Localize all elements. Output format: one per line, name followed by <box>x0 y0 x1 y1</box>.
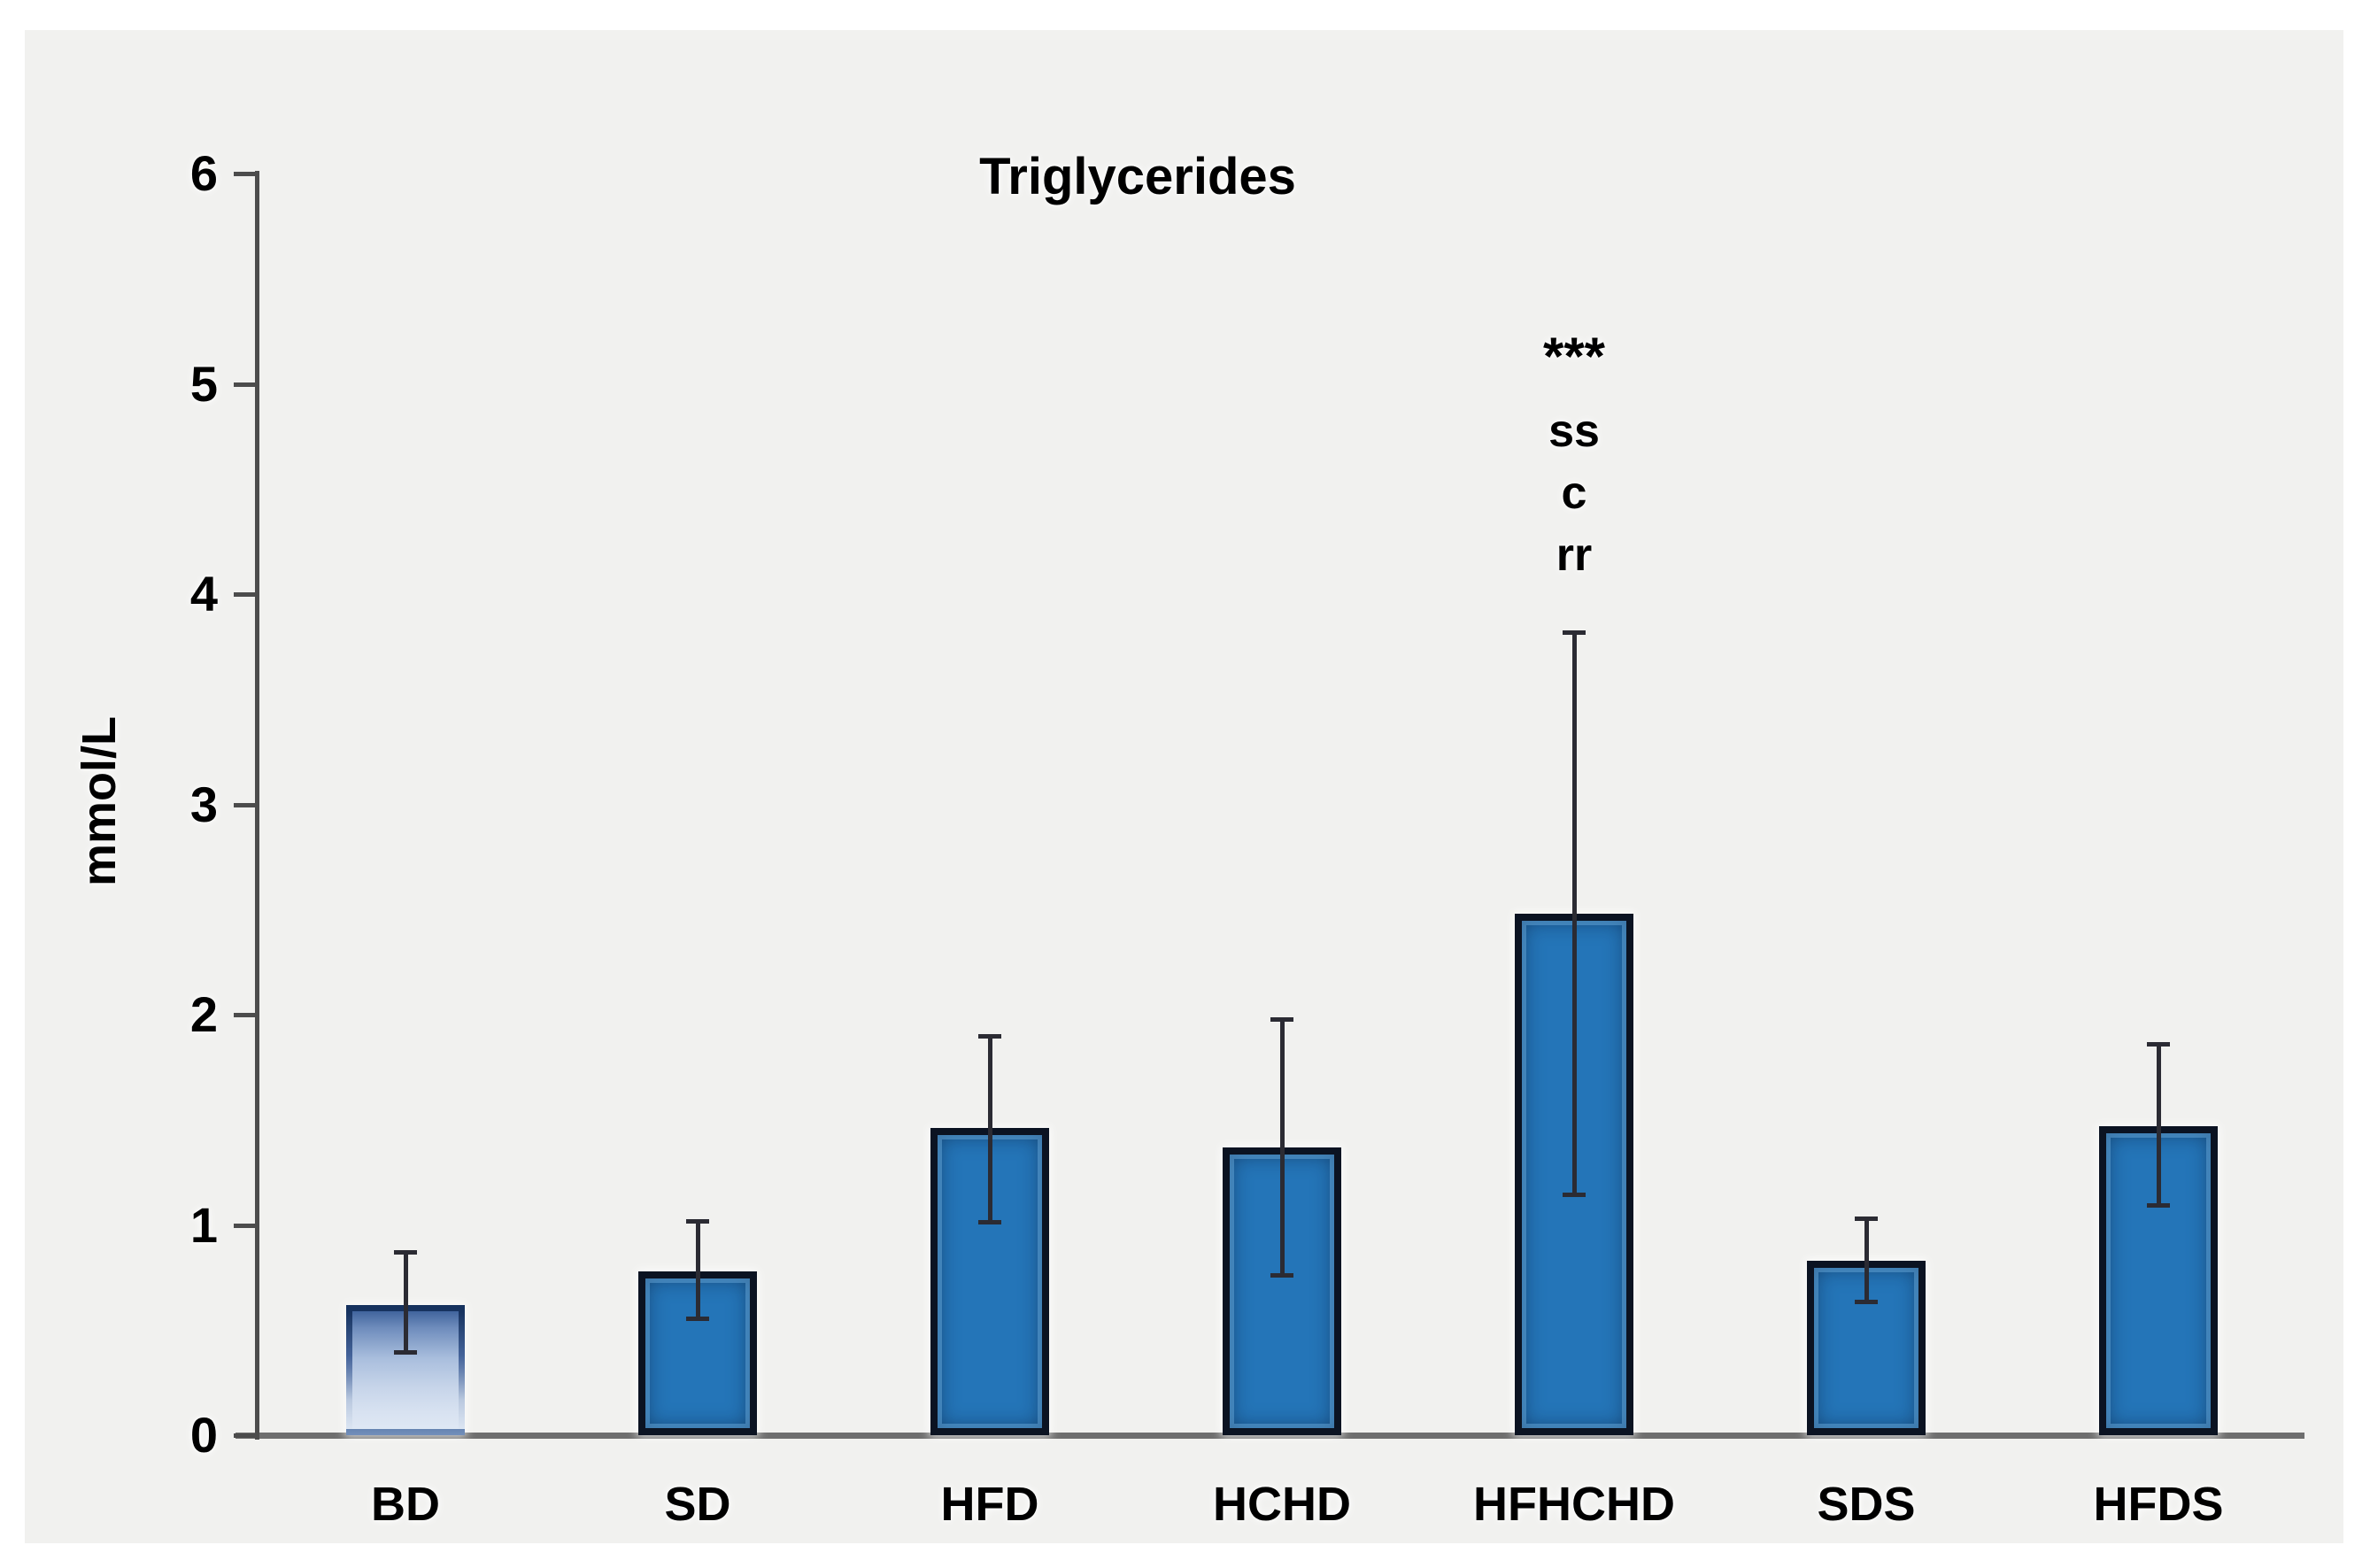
significance-stars-annotation: *** <box>1542 327 1606 386</box>
error-bar-cap-bottom-HFHCHD <box>1563 1193 1586 1198</box>
x-axis-category-label-HFDS: HFDS <box>2093 1478 2224 1531</box>
y-tick-mark <box>234 802 257 807</box>
error-bar-line-BD <box>403 1252 408 1354</box>
y-tick-mark <box>234 1433 257 1438</box>
error-bar-line-SDS <box>1864 1218 1869 1303</box>
significance-letters-annotation: ss c rr <box>1548 406 1600 581</box>
chart-title: Triglycerides <box>979 148 1296 205</box>
y-tick-label: 0 <box>189 1407 218 1463</box>
error-bar-cap-top-BD <box>394 1250 417 1255</box>
error-bar-line-HFD <box>987 1035 992 1224</box>
error-bar-line-HFHCHD <box>1571 631 1577 1196</box>
x-axis-category-label-BD: BD <box>371 1478 440 1531</box>
error-bar-cap-top-HFD <box>978 1033 1001 1039</box>
y-tick-label: 3 <box>189 776 218 832</box>
error-bar-cap-bottom-HFDS <box>2147 1203 2170 1209</box>
error-bar-cap-bottom-SDS <box>1855 1300 1878 1305</box>
bar-BD <box>346 1304 465 1435</box>
x-axis-category-label-SDS: SDS <box>1817 1478 1916 1531</box>
y-axis-line <box>255 171 259 1440</box>
error-bar-line-HFDS <box>2156 1044 2161 1207</box>
y-tick-label: 2 <box>189 986 218 1042</box>
error-bar-line-HCHD <box>1279 1018 1285 1276</box>
chart-panel-background <box>25 30 2343 1543</box>
error-bar-cap-bottom-HCHD <box>1270 1272 1293 1278</box>
y-tick-mark <box>234 592 257 597</box>
y-tick-label: 1 <box>189 1196 218 1253</box>
error-bar-cap-top-HFDS <box>2147 1042 2170 1047</box>
x-axis-category-label-HCHD: HCHD <box>1213 1478 1351 1531</box>
error-bar-cap-top-SDS <box>1855 1217 1878 1222</box>
bar-HFD <box>930 1128 1049 1435</box>
error-bar-cap-top-SD <box>686 1218 709 1224</box>
error-bar-cap-bottom-HFD <box>978 1220 1001 1225</box>
y-tick-mark <box>234 1223 257 1228</box>
error-bar-cap-top-HCHD <box>1270 1016 1293 1022</box>
y-tick-label: 4 <box>189 566 218 622</box>
error-bar-cap-top-HFHCHD <box>1563 630 1586 635</box>
y-tick-label: 6 <box>189 145 218 201</box>
x-axis-category-label-HFHCHD: HFHCHD <box>1473 1478 1675 1531</box>
error-bar-cap-bottom-BD <box>394 1350 417 1356</box>
x-axis-category-label-SD: SD <box>664 1478 731 1531</box>
y-tick-mark <box>234 1013 257 1017</box>
x-axis-category-label-HFD: HFD <box>940 1478 1039 1531</box>
x-axis-line <box>235 1433 2304 1439</box>
y-tick-mark <box>234 172 257 176</box>
error-bar-line-SD <box>695 1220 700 1320</box>
y-tick-mark <box>234 382 257 387</box>
y-tick-label: 5 <box>189 355 218 412</box>
error-bar-cap-bottom-SD <box>686 1317 709 1322</box>
